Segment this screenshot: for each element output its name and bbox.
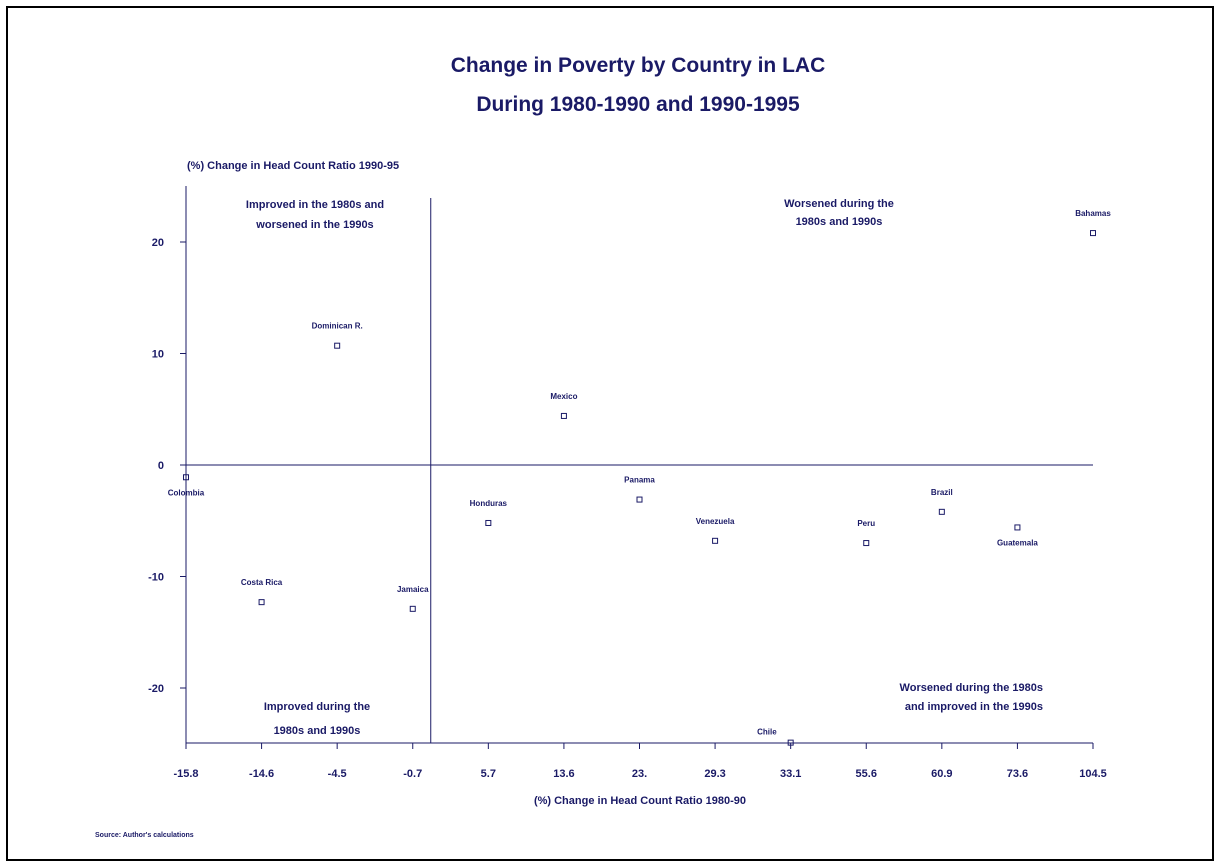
data-point (409, 605, 416, 612)
data-point (1090, 230, 1096, 237)
point-label: Honduras (470, 499, 508, 508)
y-tick-label: 10 (152, 349, 164, 361)
x-tick-label: 33.1 (780, 768, 801, 780)
point-label: Bahamas (1075, 209, 1111, 218)
point-label: Dominican R. (312, 322, 363, 331)
x-tick-label: 55.6 (856, 768, 877, 780)
chart-title-line-2: During 1980-1990 and 1990-1995 (476, 93, 800, 116)
axes: 20 10 0 -10 -20 -15.8 -14.6 -4.5 -0.7 5.7 13.6 23. 2… (148, 186, 1107, 780)
data-point (334, 342, 341, 349)
quadrant-label-bottom-left: Improved during the 1980s and 1990s (264, 701, 370, 737)
point-label: Costa Rica (241, 578, 283, 587)
x-axis-label: (%) Change in Head Count Ratio 1980-90 (534, 795, 746, 807)
quadrant-bottom-right-line-1: Worsened during the 1980s (900, 682, 1043, 694)
x-tick-label: 73.6 (1007, 768, 1028, 780)
chart-title-line-1: Change in Poverty by Country in LAC (451, 54, 826, 77)
y-axis-label: (%) Change in Head Count Ratio 1990-95 (187, 160, 399, 172)
x-tick-label: -15.8 (173, 768, 198, 780)
data-point (787, 739, 794, 746)
data-point (258, 599, 265, 606)
data-point (485, 519, 492, 526)
point-label: Peru (857, 519, 875, 528)
quadrant-top-right-line-2: 1980s and 1990s (796, 216, 883, 228)
chart-frame (6, 6, 1214, 861)
quadrant-bottom-right-line-2: and improved in the 1990s (905, 701, 1043, 713)
point-label: Venezuela (696, 517, 735, 526)
point-label: Mexico (550, 392, 577, 401)
data-points: Colombia Costa Rica Dominican R. Jamaica Hon… (168, 209, 1111, 746)
x-tick-label: 13.6 (553, 768, 574, 780)
point-label: Jamaica (397, 585, 429, 594)
y-tick-label: 0 (158, 460, 164, 472)
quadrant-top-left-line-1: Improved in the 1980s and (246, 199, 384, 211)
x-tick-label: 29.3 (704, 768, 725, 780)
quadrant-label-top-right: Worsened during the 1980s and 1990s (784, 198, 894, 228)
x-tick-label: 5.7 (481, 768, 496, 780)
data-point (636, 496, 643, 503)
quadrant-top-left-line-2: worsened in the 1990s (255, 219, 373, 231)
point-label: Colombia (168, 488, 205, 497)
data-point (1014, 524, 1021, 531)
x-tick-label: 23. (632, 768, 647, 780)
x-tick-label: -4.5 (328, 768, 347, 780)
point-label: Guatemala (997, 538, 1038, 547)
x-tick-label: -14.6 (249, 768, 274, 780)
source-note: Source: Author's calculations (95, 832, 194, 839)
y-tick-label: -10 (148, 572, 164, 584)
quadrant-label-top-left: Improved in the 1980s and worsened in th… (246, 199, 384, 231)
data-point (863, 540, 870, 547)
y-tick-label: -20 (148, 683, 164, 695)
x-tick-label: 104.5 (1079, 768, 1107, 780)
point-label: Brazil (931, 488, 953, 497)
quadrant-bottom-left-line-1: Improved during the (264, 701, 370, 713)
point-label: Chile (757, 728, 777, 737)
x-tick-label: 60.9 (931, 768, 952, 780)
y-tick-label: 20 (152, 237, 164, 249)
point-label: Panama (624, 476, 655, 485)
data-point (712, 537, 719, 544)
x-tick-label: -0.7 (403, 768, 422, 780)
data-point (938, 508, 945, 515)
quadrant-label-bottom-right: Worsened during the 1980s and improved i… (900, 682, 1043, 713)
data-point (560, 412, 567, 419)
quadrant-top-right-line-1: Worsened during the (784, 198, 894, 210)
quadrant-bottom-left-line-2: 1980s and 1990s (274, 725, 361, 737)
data-point (183, 474, 189, 481)
